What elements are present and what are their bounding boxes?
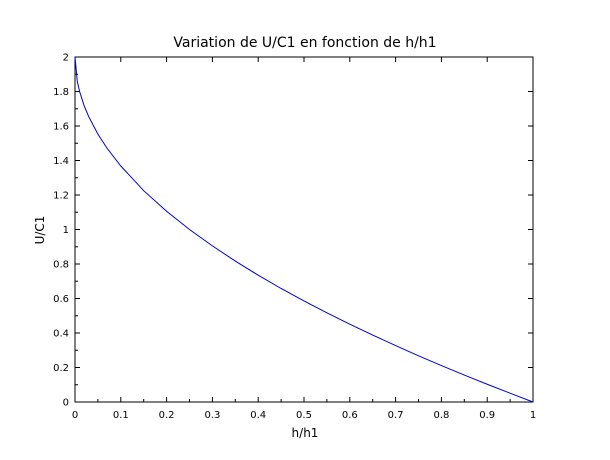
x-axis-ticks: 0 0.1 0.2 0.3 0.4 0.5 0.6 0.7 0.8 0.9 1 — [72, 57, 536, 421]
series-line — [74, 56, 534, 403]
y-tick-label: 0 — [63, 398, 69, 409]
chart-title: Variation de U/C1 en fonction de h/h1 — [173, 35, 436, 51]
series-group — [74, 56, 534, 403]
plot-frame — [74, 56, 534, 403]
y-tick-label: 0.6 — [53, 294, 69, 305]
y-tick-label: 0.8 — [53, 260, 69, 271]
x-tick-label: 0 — [72, 410, 78, 421]
x-tick-label: 0.6 — [342, 410, 358, 421]
x-tick-label: 0.1 — [113, 410, 129, 421]
x-tick-label: 0.7 — [388, 410, 404, 421]
x-tick-label: 0.9 — [479, 410, 495, 421]
x-tick-label: 0.8 — [433, 410, 449, 421]
x-tick-label: 0.4 — [250, 410, 266, 421]
y-tick-label: 1 — [63, 225, 69, 236]
y-axis-label: U/C1 — [33, 216, 47, 245]
x-tick-label: 1 — [530, 410, 536, 421]
x-tick-label: 0.3 — [204, 410, 220, 421]
y-tick-label: 2 — [63, 53, 69, 64]
y-tick-label: 1.4 — [53, 156, 69, 167]
y-axis-ticks: 0 0.2 0.4 0.6 0.8 1 1.2 1.4 1.6 1.8 2 — [53, 53, 533, 409]
y-tick-label: 1.8 — [53, 87, 69, 98]
x-tick-label: 0.5 — [296, 410, 312, 421]
y-tick-label: 1.6 — [53, 122, 69, 133]
y-tick-label: 1.2 — [53, 191, 69, 202]
y-tick-label: 0.4 — [53, 329, 69, 340]
y-tick-label: 0.2 — [53, 363, 69, 374]
x-tick-label: 0.2 — [159, 410, 175, 421]
x-axis-label: h/h1 — [292, 426, 319, 440]
